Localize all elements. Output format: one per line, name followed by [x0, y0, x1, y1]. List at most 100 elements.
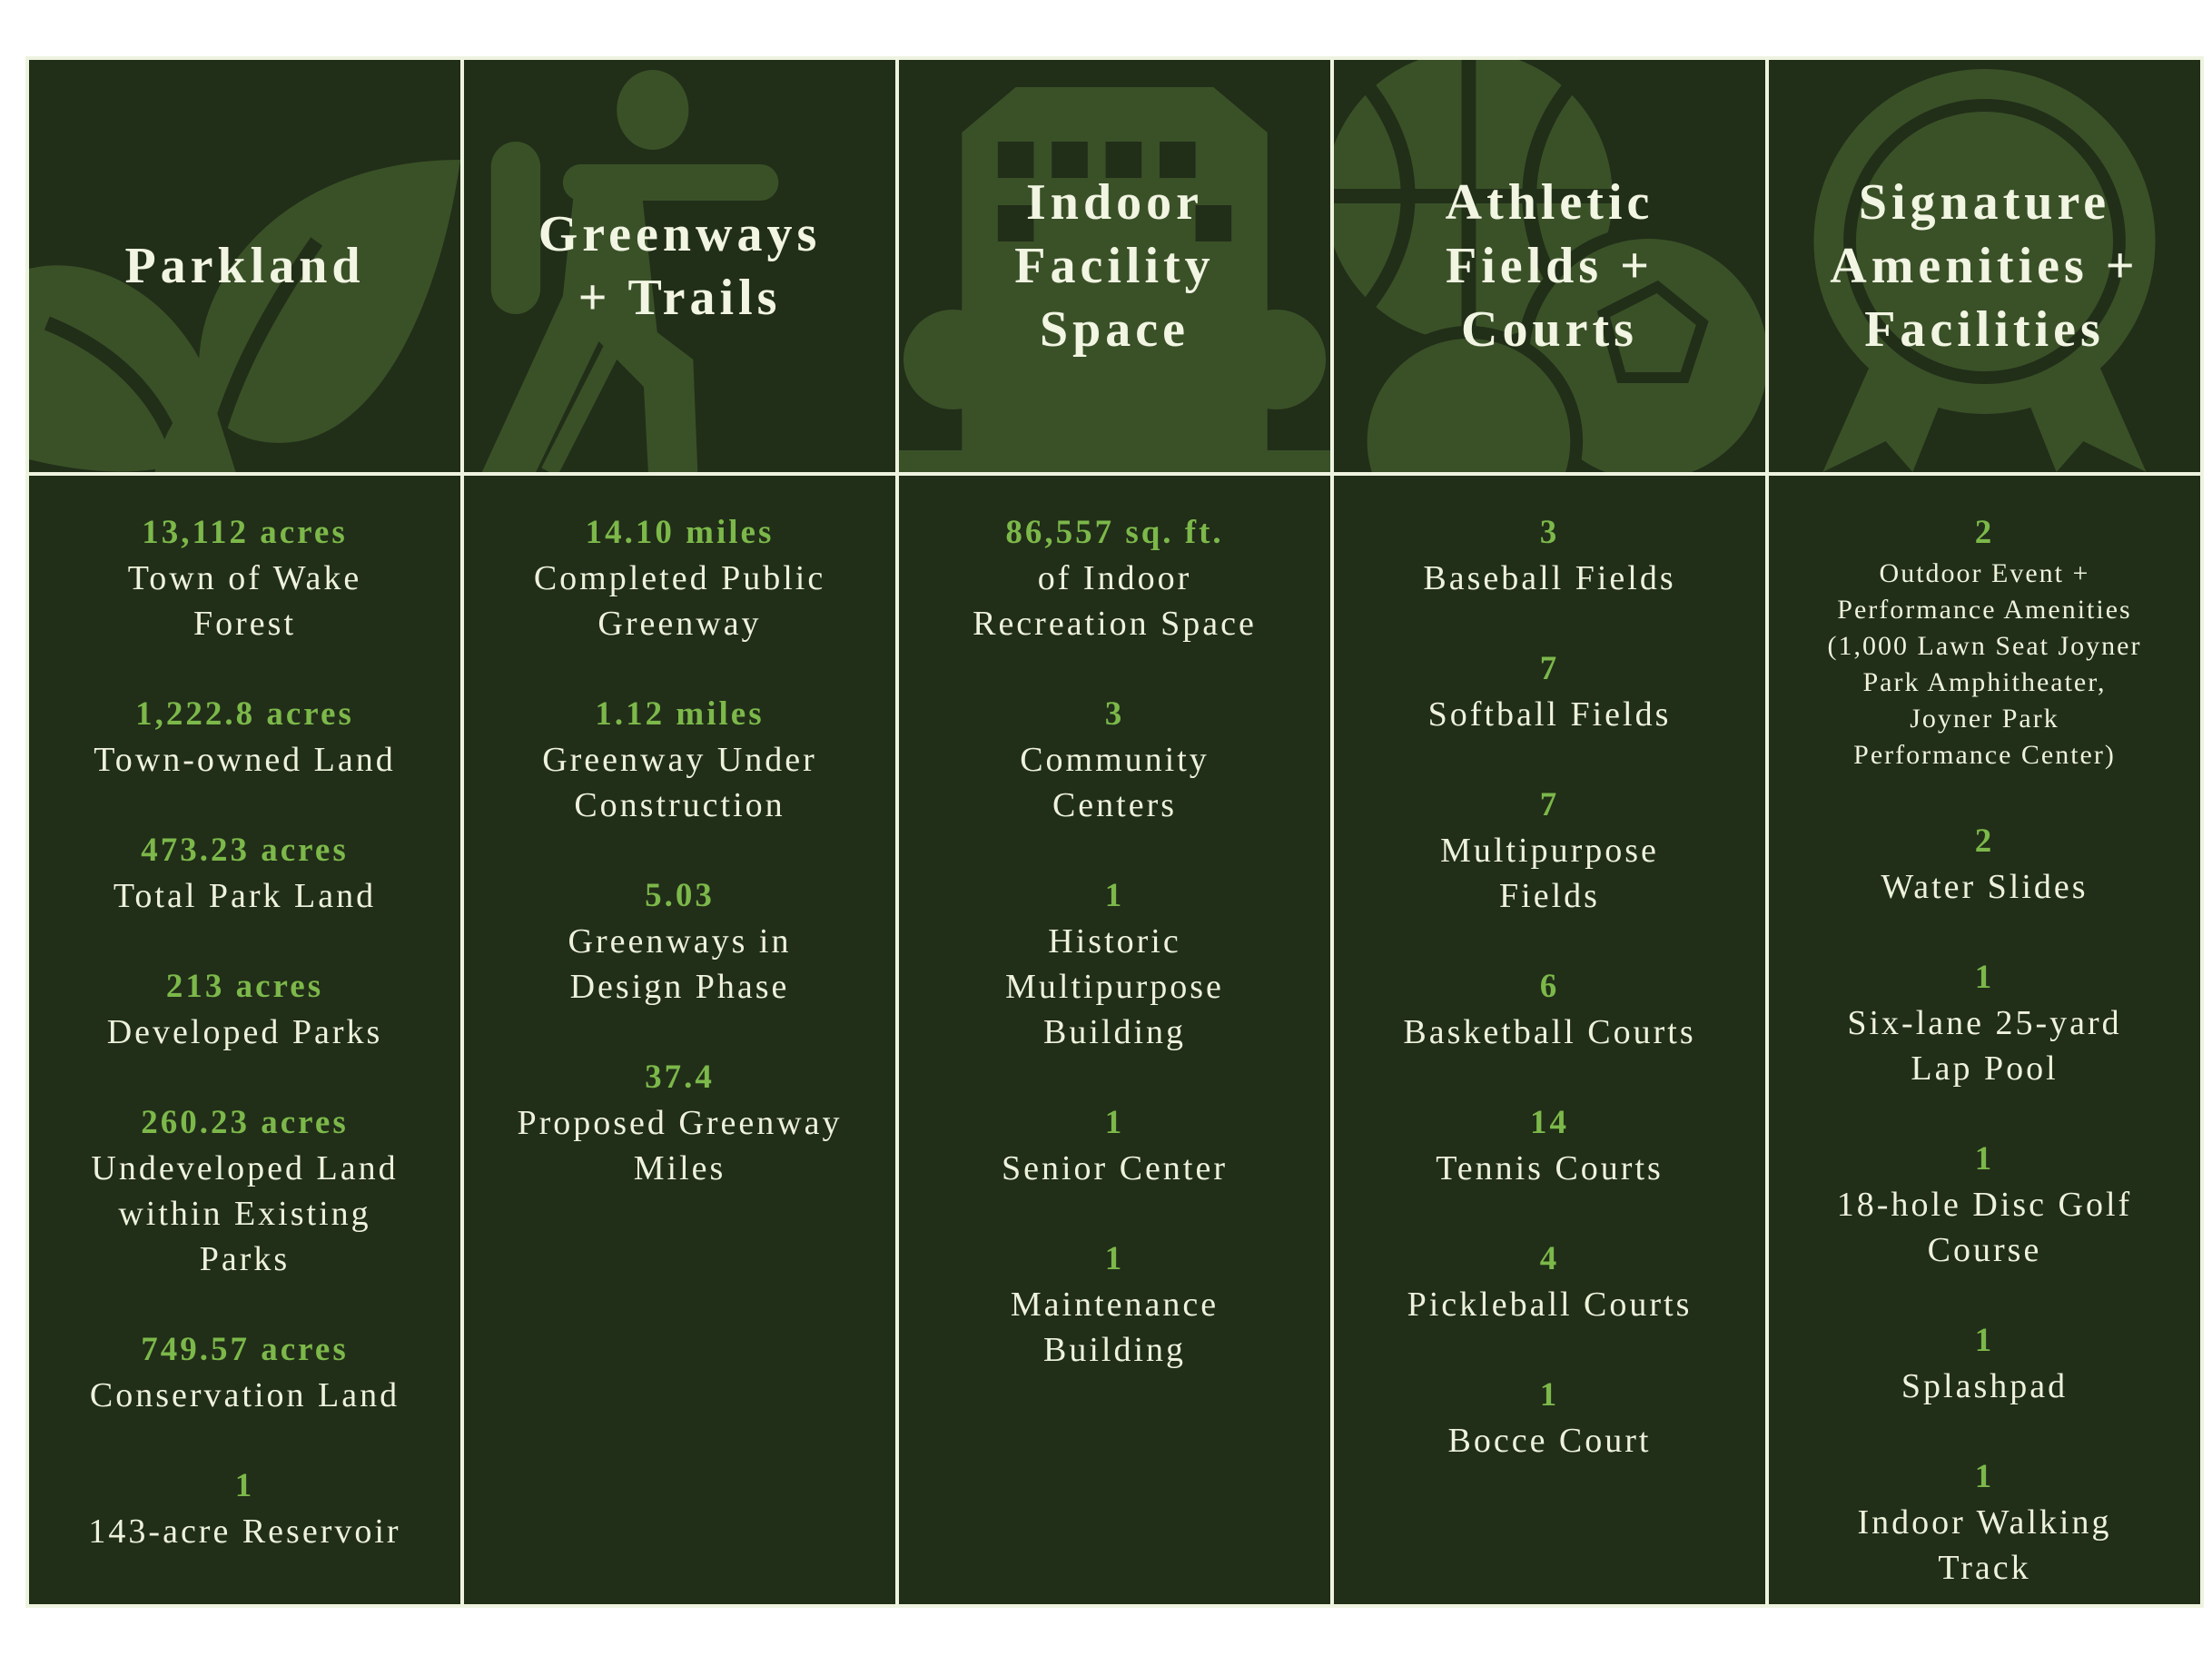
stat-value: 749.57 acres [141, 1331, 349, 1368]
column-title: Athletic Fields + Courts [1445, 174, 1654, 358]
stat-label: Developed Parks [106, 1013, 383, 1051]
stat-value: 7 [1539, 786, 1560, 823]
stat-value: 6 [1539, 968, 1560, 1005]
stat-item: 1 Senior Center [899, 1100, 1330, 1191]
stat-item: 7 Multipurpose Fields [1334, 783, 1765, 919]
stat-item: 473.23 acres Total Park Land [29, 828, 460, 919]
stat-label: Multipurpose Fields [1440, 832, 1659, 915]
column-header-1: Greenways + Trails [464, 60, 895, 472]
award-ribbon-icon [1813, 69, 2156, 472]
column-header-0: Parkland [29, 60, 460, 472]
stat-item: 1 143-acre Reservoir [29, 1463, 460, 1554]
stat-item: 1 18-hole Disc Golf Course [1769, 1137, 2200, 1273]
stat-value: 86,557 sq. ft. [1005, 514, 1224, 551]
stat-value: 37.4 [645, 1059, 715, 1096]
facilities-table: Parkland Greenways + Trails Indoor Facilit… [25, 56, 2204, 1608]
stat-label: Tennis Courts [1436, 1149, 1664, 1187]
stat-value: 473.23 acres [141, 832, 349, 869]
leaf-icon [29, 160, 460, 472]
stat-item: 3 Baseball Fields [1334, 510, 1765, 601]
stat-label: Community Centers [1020, 741, 1210, 824]
stat-label: Greenways in Design Phase [568, 922, 792, 1006]
stat-label: Total Park Land [113, 877, 377, 915]
stat-item: 1.12 miles Greenway Under Construction [464, 692, 895, 828]
stat-value: 14 [1530, 1104, 1569, 1141]
stat-label: 143-acre Reservoir [88, 1512, 401, 1551]
stat-label: Completed Public Greenway [533, 559, 826, 643]
column-body-1: 14.10 miles Completed Public Greenway 1.12… [464, 476, 895, 1604]
column-body-2: 86,557 sq. ft. of Indoor Recreation Space… [899, 476, 1330, 1604]
column-header-2: Indoor Facility Space [899, 60, 1330, 472]
stat-value: 1,222.8 acres [135, 695, 354, 733]
stat-item: 2 Water Slides [1769, 819, 2200, 910]
stat-item: 213 acres Developed Parks [29, 964, 460, 1055]
stat-label: Conservation Land [89, 1376, 400, 1414]
stat-value: 1.12 miles [595, 695, 765, 733]
building-icon [899, 87, 1330, 472]
stat-label: Greenway Under Construction [542, 741, 817, 824]
stat-value: 1 [1104, 877, 1125, 914]
stat-label: Town of Wake Forest [127, 559, 362, 643]
stat-label: Historic Multipurpose Building [1005, 922, 1224, 1051]
stat-label: Splashpad [1901, 1367, 2069, 1405]
stat-value: 14.10 miles [585, 514, 775, 551]
stat-value: 5.03 [645, 877, 715, 914]
stat-value: 1 [234, 1467, 255, 1504]
stat-item: 5.03 Greenways in Design Phase [464, 873, 895, 1010]
stat-value: 1 [1974, 1458, 1995, 1495]
stat-item: 1 Six-lane 25-yard Lap Pool [1769, 955, 2200, 1091]
stat-value: 3 [1539, 514, 1560, 551]
stat-item: 7 Softball Fields [1334, 646, 1765, 737]
stat-item: 14.10 miles Completed Public Greenway [464, 510, 895, 646]
stat-item: 6 Basketball Courts [1334, 964, 1765, 1055]
stat-item: 14 Tennis Courts [1334, 1100, 1765, 1191]
stat-item: 37.4 Proposed Greenway Miles [464, 1055, 895, 1191]
stat-label: Town-owned Land [94, 741, 396, 779]
stat-item: 1,222.8 acres Town-owned Land [29, 692, 460, 783]
column-body-0: 13,112 acres Town of Wake Forest 1,222.8 a… [29, 476, 460, 1604]
stat-value: 213 acres [165, 968, 324, 1005]
column-body-3: 3 Baseball Fields 7 Softball Fields 7 Multipu… [1334, 476, 1765, 1604]
stat-value: 7 [1539, 650, 1560, 687]
stat-item: 1 Splashpad [1769, 1318, 2200, 1409]
stat-value: 1 [1974, 1322, 1995, 1359]
column-header-3: Athletic Fields + Courts [1334, 60, 1765, 472]
stat-value: 1 [1974, 959, 1995, 996]
column-title: Greenways + Trails [538, 206, 822, 326]
hiker-icon [481, 70, 779, 472]
stat-label: Basketball Courts [1403, 1013, 1696, 1051]
stat-value: 1 [1104, 1104, 1125, 1141]
stat-label: Baseball Fields [1423, 559, 1676, 597]
stat-value: 260.23 acres [141, 1104, 349, 1141]
stat-item: 86,557 sq. ft. of Indoor Recreation Space [899, 510, 1330, 646]
stat-label: Senior Center [1001, 1149, 1228, 1187]
stat-value: 2 [1974, 823, 1995, 860]
stat-label: Proposed Greenway Miles [517, 1104, 843, 1187]
stat-value: 1 [1974, 1140, 1995, 1177]
stat-value: 1 [1539, 1376, 1560, 1414]
stat-value: 13,112 acres [142, 514, 348, 551]
stat-value: 3 [1104, 695, 1125, 733]
stat-item: 3 Community Centers [899, 692, 1330, 828]
column-title: Signature Amenities + Facilities [1830, 174, 2139, 358]
stat-item: 260.23 acres Undeveloped Land within Exis… [29, 1100, 460, 1282]
stat-item: 4 Pickleball Courts [1334, 1236, 1765, 1327]
column-title: Parkland [124, 238, 365, 294]
stat-item: 1 Historic Multipurpose Building [899, 873, 1330, 1055]
stat-label: Undeveloped Land within Existing Parks [91, 1149, 399, 1278]
stat-label: 18-hole Disc Golf Course [1836, 1186, 2133, 1269]
column-body-4: 2 Outdoor Event + Performance Amenities (… [1769, 476, 2200, 1604]
stat-value: 2 [1974, 514, 1995, 551]
stat-label: Maintenance Building [1010, 1286, 1220, 1369]
column-header-4: Signature Amenities + Facilities [1769, 60, 2200, 472]
stat-item: 2 Outdoor Event + Performance Amenities (… [1769, 510, 2200, 773]
stat-label: Water Slides [1881, 868, 2089, 906]
stat-value: 4 [1539, 1240, 1560, 1277]
stat-label: Outdoor Event + Performance Amenities (1… [1827, 558, 2142, 770]
stat-label: Bocce Court [1447, 1422, 1652, 1460]
sports-balls-icon [1334, 60, 1765, 472]
stat-item: 1 Indoor Walking Track [1769, 1454, 2200, 1591]
stat-item: 749.57 acres Conservation Land [29, 1327, 460, 1418]
stat-value: 1 [1104, 1240, 1125, 1277]
stat-label: Indoor Walking Track [1857, 1503, 2112, 1587]
